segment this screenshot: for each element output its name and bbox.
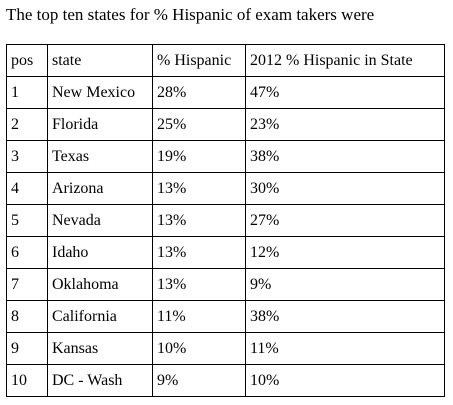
- header-pos: pos: [6, 44, 48, 77]
- cell-2012-percent-in-state: 27%: [245, 204, 445, 237]
- cell-state: Florida: [47, 108, 153, 141]
- header-percent-hispanic: % Hispanic: [152, 44, 246, 77]
- cell-state: New Mexico: [47, 76, 153, 109]
- cell-percent-hispanic: 13%: [152, 172, 246, 205]
- table-header-row: pos state % Hispanic 2012 % Hispanic in …: [6, 44, 445, 77]
- table-row: 5 Nevada 13% 27%: [6, 204, 445, 237]
- table-row: 9 Kansas 10% 11%: [6, 332, 445, 365]
- cell-percent-hispanic: 19%: [152, 140, 246, 173]
- cell-state: Kansas: [47, 332, 153, 365]
- caption-text: The top ten states for % Hispanic of exa…: [6, 5, 375, 24]
- cell-state: Arizona: [47, 172, 153, 205]
- hispanic-exam-takers-table: pos state % Hispanic 2012 % Hispanic in …: [6, 44, 445, 397]
- cell-2012-percent-in-state: 38%: [245, 300, 445, 333]
- cell-percent-hispanic: 11%: [152, 300, 246, 333]
- cell-state: California: [47, 300, 153, 333]
- table-row: 1 New Mexico 28% 47%: [6, 76, 445, 109]
- cell-pos: 1: [6, 76, 48, 109]
- cell-2012-percent-in-state: 9%: [245, 268, 445, 301]
- table-row: 3 Texas 19% 38%: [6, 140, 445, 173]
- cell-pos: 2: [6, 108, 48, 141]
- header-2012-percent-hispanic-in-state: 2012 % Hispanic in State: [245, 44, 445, 77]
- cell-percent-hispanic: 13%: [152, 204, 246, 237]
- cell-2012-percent-in-state: 38%: [245, 140, 445, 173]
- cell-pos: 9: [6, 332, 48, 365]
- cell-pos: 10: [6, 364, 48, 397]
- table-row: 6 Idaho 13% 12%: [6, 236, 445, 269]
- cell-state: DC - Wash: [47, 364, 153, 397]
- cell-2012-percent-in-state: 23%: [245, 108, 445, 141]
- cell-state: Idaho: [47, 236, 153, 269]
- table-row: 7 Oklahoma 13% 9%: [6, 268, 445, 301]
- cell-pos: 6: [6, 236, 48, 269]
- cell-pos: 7: [6, 268, 48, 301]
- cell-pos: 3: [6, 140, 48, 173]
- table-row: 8 California 11% 38%: [6, 300, 445, 333]
- cell-2012-percent-in-state: 12%: [245, 236, 445, 269]
- cell-percent-hispanic: 9%: [152, 364, 246, 397]
- cell-percent-hispanic: 13%: [152, 268, 246, 301]
- cell-pos: 5: [6, 204, 48, 237]
- cell-2012-percent-in-state: 47%: [245, 76, 445, 109]
- header-state: state: [47, 44, 153, 77]
- cell-state: Oklahoma: [47, 268, 153, 301]
- cell-percent-hispanic: 25%: [152, 108, 246, 141]
- cell-percent-hispanic: 28%: [152, 76, 246, 109]
- table-row: 4 Arizona 13% 30%: [6, 172, 445, 205]
- table-row: 2 Florida 25% 23%: [6, 108, 445, 141]
- cell-2012-percent-in-state: 30%: [245, 172, 445, 205]
- cell-pos: 4: [6, 172, 48, 205]
- cell-state: Texas: [47, 140, 153, 173]
- table-row: 10 DC - Wash 9% 10%: [6, 364, 445, 397]
- cell-2012-percent-in-state: 10%: [245, 364, 445, 397]
- cell-state: Nevada: [47, 204, 153, 237]
- cell-pos: 8: [6, 300, 48, 333]
- cell-2012-percent-in-state: 11%: [245, 332, 445, 365]
- cell-percent-hispanic: 13%: [152, 236, 246, 269]
- cell-percent-hispanic: 10%: [152, 332, 246, 365]
